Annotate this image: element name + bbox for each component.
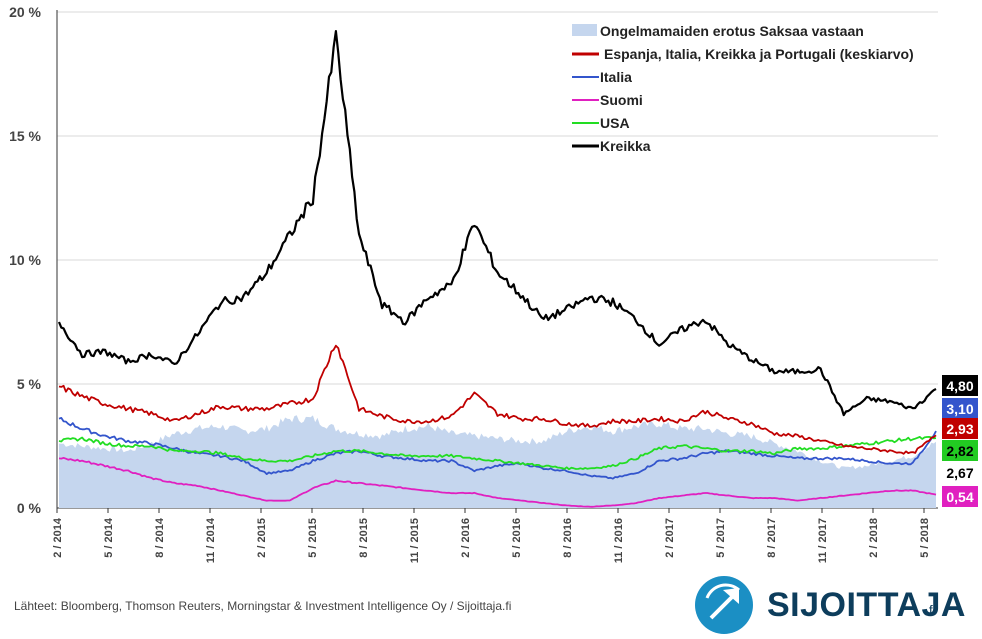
y-tick-label: 5 % <box>17 376 42 392</box>
x-tick-label: 2 / 2017 <box>664 518 676 558</box>
end-value-badge <box>942 462 978 483</box>
x-tick-label: 11 / 2016 <box>613 518 625 563</box>
end-value-badge <box>942 375 978 396</box>
x-tick-label: 11 / 2014 <box>205 517 217 563</box>
chart: 0 % 5 % 10 % 15 % 20 % 2 / 2014 5 / 2014 8 / 20… <box>9 4 978 563</box>
x-tick-label: 5 / 2015 <box>307 518 319 558</box>
series-line <box>58 436 937 471</box>
series-line <box>57 30 937 417</box>
y-tick-label: 10 % <box>9 252 41 268</box>
x-tick-label: 5 / 2016 <box>511 518 523 558</box>
x-tick-label: 11 / 2017 <box>817 518 829 563</box>
x-tick-label: 5 / 2017 <box>715 518 727 558</box>
end-value-label: 0,54 <box>946 489 973 505</box>
legend-swatch <box>572 24 597 36</box>
y-tick-label: 15 % <box>9 128 41 144</box>
legend-label: Kreikka <box>600 138 651 154</box>
legend-label: Ongelmamaiden erotus Saksaa vastaan <box>600 23 864 39</box>
end-value-badge <box>942 440 978 461</box>
x-tick-label: 2 / 2016 <box>460 518 472 558</box>
end-value-badge <box>942 418 978 439</box>
end-value-label: 3,10 <box>946 401 973 417</box>
series-area <box>59 415 936 508</box>
end-value-label: 2,82 <box>946 443 973 459</box>
end-value-badge <box>942 486 978 507</box>
y-tick-label: 0 % <box>17 500 42 516</box>
legend-label: Italia <box>600 69 632 85</box>
legend-label: Espanja, Italia, Kreikka ja Portugali (k… <box>604 46 914 62</box>
source-note: Lähteet: Bloomberg, Thomson Reuters, Mor… <box>14 599 512 613</box>
x-tick-label: 8 / 2016 <box>562 518 574 558</box>
end-value-label: 2,93 <box>946 421 973 437</box>
x-tick-label: 5 / 2018 <box>919 518 931 558</box>
x-tick-label: 2 / 2018 <box>868 518 880 558</box>
x-tick-label: 2 / 2015 <box>256 518 268 558</box>
brand-logo: SIJOITTAJA .fi <box>693 576 973 634</box>
end-value-label: 4,80 <box>946 378 973 394</box>
end-value-label: 2,67 <box>946 465 973 481</box>
series-line <box>58 344 937 455</box>
brand-name: SIJOITTAJA <box>767 586 966 624</box>
x-tick-label: 11 / 2015 <box>409 518 421 563</box>
x-tick-label: 8 / 2017 <box>766 518 778 558</box>
brand-suffix: .fi <box>925 602 936 618</box>
series-line <box>58 457 937 508</box>
arrow-up-right-icon <box>695 576 753 634</box>
x-tick-label: 8 / 2014 <box>154 517 166 558</box>
x-tick-label: 5 / 2014 <box>103 517 115 558</box>
x-tick-label: 8 / 2015 <box>358 518 370 558</box>
end-value-badge <box>942 398 978 419</box>
legend-label: USA <box>600 115 630 131</box>
legend-label: Suomi <box>600 92 643 108</box>
x-tick-label: 2 / 2014 <box>52 517 64 558</box>
y-tick-label: 20 % <box>9 4 41 20</box>
series-line <box>58 417 937 480</box>
